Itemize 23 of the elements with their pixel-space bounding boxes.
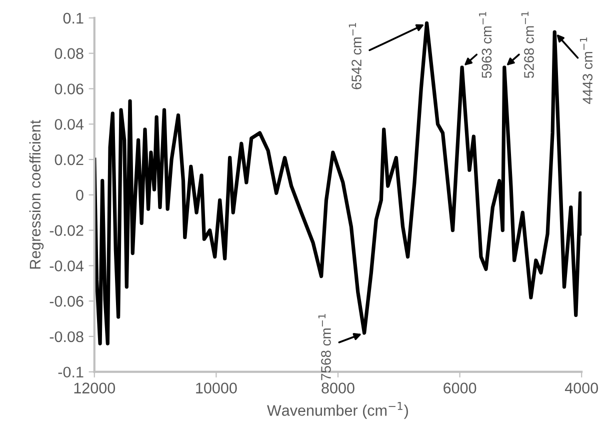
x-axis-title: Wavenumber (cm$^{−1}$)	[267, 402, 408, 419]
x-tick-label: 4000	[564, 382, 598, 394]
annotation: 6542 cm$^{−1}$	[348, 23, 362, 90]
y-tick-label: -0.08	[50, 331, 84, 342]
y-tick-label: -0.06	[50, 296, 84, 307]
y-tick-label: -0.1	[58, 366, 84, 378]
y-tick-label: -0.02	[50, 225, 84, 236]
x-tick-label: 10000	[196, 382, 237, 394]
y-tick-label: 0.02	[54, 154, 84, 166]
annotation: 5963 cm$^{−1}$	[479, 12, 492, 78]
annotation: 5268 cm$^{−1}$	[521, 12, 534, 78]
y-tick-label: 0.08	[54, 48, 84, 59]
y-tick-label: 0.1	[63, 12, 84, 24]
y-tick-label: -0.04	[50, 260, 84, 272]
x-tick-label: 6000	[444, 382, 476, 394]
x-tick-label: 8000	[322, 382, 354, 394]
y-tick-label: 0.06	[54, 84, 84, 94]
annotation: 4443 cm$^{−1}$	[580, 37, 592, 104]
annotation: 7568 cm$^{−1}$	[318, 314, 331, 380]
x-tick-label: 12000	[74, 382, 116, 394]
y-tick-label: 0.04	[54, 118, 84, 130]
y-axis-title: Regression coefficient	[29, 120, 44, 269]
y-tick-label: 0	[76, 190, 84, 201]
